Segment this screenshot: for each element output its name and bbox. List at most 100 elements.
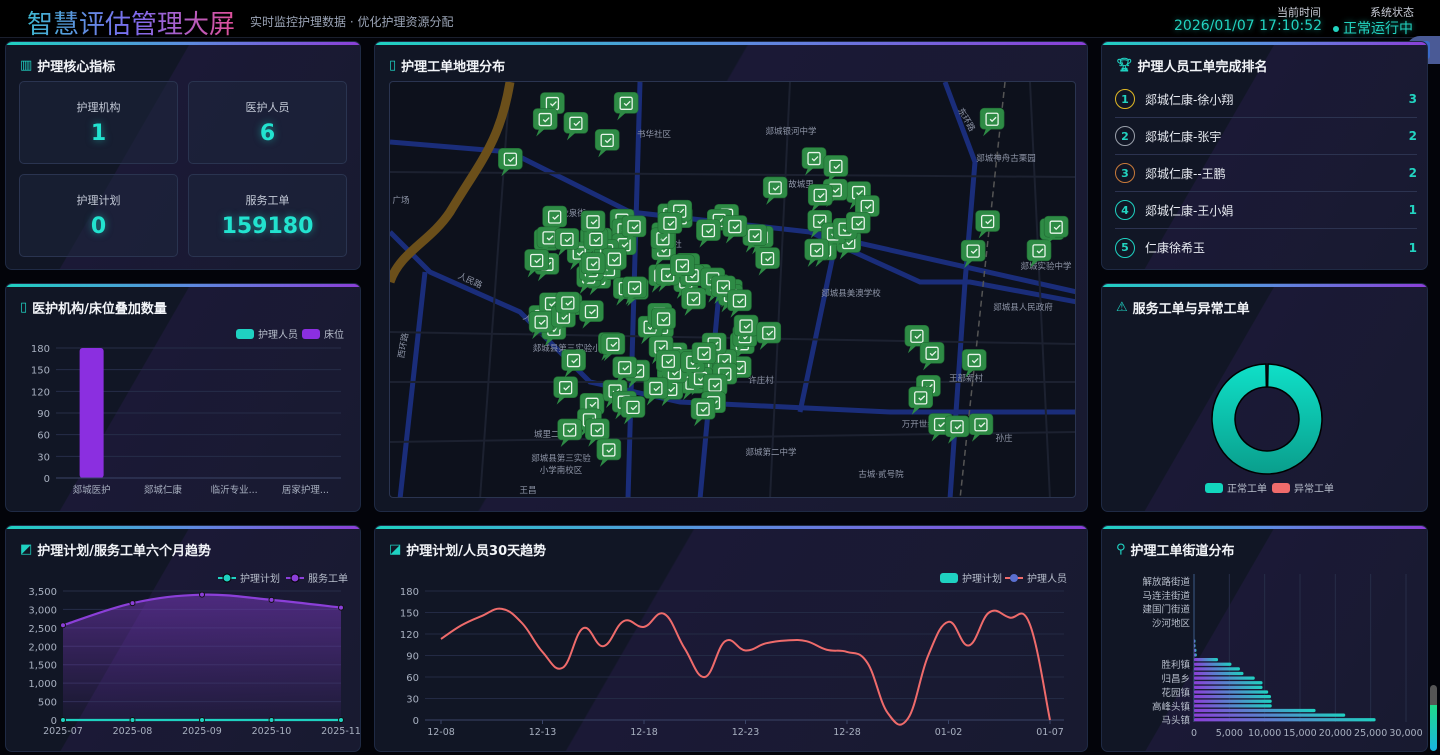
bar [1194, 671, 1244, 676]
ranking-row: 3 郯城仁康--王鹏 2 [1115, 155, 1417, 192]
map-marker[interactable] [557, 418, 582, 447]
map-marker[interactable] [524, 249, 549, 278]
map-marker[interactable] [580, 252, 606, 281]
map-marker[interactable] [622, 276, 647, 305]
map-marker[interactable] [528, 310, 554, 340]
x-tick-label: 12-18 [630, 727, 658, 738]
map-marker[interactable] [691, 342, 717, 371]
clipboard-icon [768, 181, 782, 195]
map-marker[interactable] [613, 92, 639, 121]
legend-label: 护理人员 [258, 328, 298, 341]
data-point [268, 717, 275, 723]
kpi-label: 护理机构 [76, 101, 121, 114]
map-marker[interactable] [919, 342, 945, 371]
map-marker[interactable] [554, 228, 580, 257]
street-panel: ⚲ 护理工单街道分布 0 5,000 10,000 15,000 20,000 25,000… [1101, 525, 1428, 752]
map-marker[interactable] [801, 147, 827, 176]
marker-tail [558, 311, 568, 320]
marker-tail [714, 295, 724, 304]
map-marker[interactable] [762, 176, 788, 205]
map-marker[interactable] [807, 184, 833, 213]
map-marker[interactable] [612, 356, 638, 385]
map-marker[interactable] [727, 289, 752, 318]
kpi-label: 服务工单 [245, 194, 290, 207]
map-marker[interactable] [553, 376, 578, 405]
map-marker[interactable] [960, 239, 986, 269]
map-marker[interactable] [656, 349, 681, 379]
map-marker[interactable] [804, 238, 829, 268]
x-tick-label: 12-08 [427, 727, 455, 738]
marker-tail [810, 230, 820, 239]
marker-body [756, 321, 782, 344]
y-tick-label: 归昌乡 [1161, 673, 1190, 685]
map-marker[interactable] [670, 254, 695, 283]
marker-tail [737, 335, 747, 344]
map-marker[interactable] [1026, 239, 1052, 268]
clipboard-icon [627, 281, 642, 295]
map-marker[interactable] [651, 307, 676, 337]
map-marker[interactable] [845, 211, 871, 241]
map-marker[interactable] [908, 386, 934, 415]
map-marker[interactable] [563, 112, 589, 141]
check-icon [864, 204, 872, 210]
map-marker[interactable] [498, 147, 523, 177]
y-tick-label: 0 [413, 716, 419, 727]
check-icon [752, 233, 760, 239]
marker-tail [579, 286, 589, 295]
map-marker[interactable] [532, 108, 558, 137]
map-marker[interactable] [690, 397, 716, 427]
map-marker[interactable] [696, 219, 721, 248]
map-marker[interactable] [579, 300, 604, 329]
marker-body [563, 112, 589, 134]
map-marker[interactable] [620, 396, 646, 425]
map-marker[interactable] [823, 155, 849, 184]
map-marker[interactable] [596, 438, 622, 467]
map-marker[interactable] [944, 415, 970, 444]
marker-tail [971, 433, 981, 442]
map-marker[interactable] [755, 247, 780, 276]
legend-swatch-icon [1205, 483, 1223, 493]
map-canvas[interactable]: 书华社区郯城银河中学郯城神舟古栗园故城里龙泉街古槐社郯城县美澳学校郯城实验中学郯… [390, 82, 1076, 498]
map-marker[interactable] [979, 107, 1005, 137]
check-icon [970, 248, 978, 255]
map-marker[interactable] [681, 287, 706, 316]
map-marker[interactable] [580, 210, 606, 239]
map-marker[interactable] [657, 212, 683, 241]
map-marker[interactable] [555, 291, 581, 320]
map-place-label: 小学南校区 [540, 465, 583, 476]
street-chart-scrollbar[interactable] [1430, 685, 1437, 751]
y-tick-label: 150 [31, 366, 50, 377]
map-marker[interactable] [643, 377, 669, 406]
y-tick-label: 花园镇 [1161, 687, 1190, 699]
map-marker[interactable] [961, 349, 987, 378]
rank-badge: 1 [1115, 89, 1135, 109]
check-icon [665, 358, 673, 365]
map-marker[interactable] [600, 333, 626, 362]
map-marker[interactable] [1043, 215, 1069, 245]
kpi-value: 1 [90, 121, 107, 146]
map-marker[interactable] [742, 224, 768, 253]
clipboard-icon [663, 216, 677, 230]
check-icon [588, 309, 596, 315]
marker-body [580, 252, 606, 275]
map-marker[interactable] [733, 314, 759, 344]
map-marker[interactable] [602, 247, 627, 277]
check-icon [590, 261, 598, 267]
marker-tail [653, 247, 663, 256]
map-marker[interactable] [621, 215, 647, 244]
map-marker[interactable] [904, 324, 930, 354]
map-marker[interactable] [968, 413, 994, 442]
map-marker[interactable] [584, 418, 610, 447]
map-marker[interactable] [561, 349, 586, 378]
map-marker[interactable] [594, 129, 620, 158]
marker-body [696, 219, 721, 241]
map-marker[interactable] [722, 215, 748, 244]
marker-body [681, 287, 706, 310]
clipboard-icon [980, 214, 995, 229]
map-marker[interactable] [975, 210, 1000, 239]
map-view[interactable]: 书华社区郯城银河中学郯城神舟古栗园故城里龙泉街古槐社郯城县美澳学校郯城实验中学郯… [389, 81, 1076, 498]
check-icon [929, 350, 937, 357]
map-marker[interactable] [756, 321, 782, 351]
marker-tail [554, 326, 564, 335]
marker-body [733, 314, 759, 337]
